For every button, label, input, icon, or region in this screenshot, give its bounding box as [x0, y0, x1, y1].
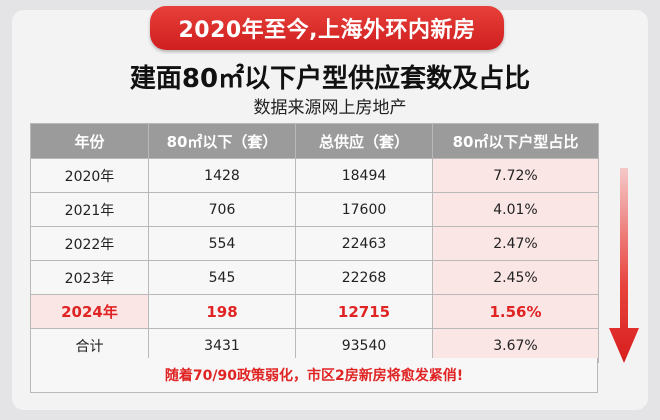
header-small-units: 80㎡以下（套） [148, 123, 296, 159]
cell-ratio: 2.47% [432, 226, 599, 261]
cell-ratio: 1.56% [432, 294, 599, 329]
cell-ratio: 7.72% [432, 158, 599, 193]
cell-small-units: 3431 [148, 328, 296, 363]
cell-small-units: 545 [148, 260, 296, 295]
cell-year: 合计 [30, 328, 149, 363]
cell-total-supply: 93540 [295, 328, 433, 363]
data-source: 数据来源网上房地产 [253, 98, 407, 118]
cell-ratio: 4.01% [432, 192, 599, 227]
cell-ratio: 3.67% [432, 328, 599, 363]
cell-ratio: 2.45% [432, 260, 599, 295]
cell-year: 2020年 [30, 158, 149, 193]
table-row: 2021年 706 17600 4.01% [30, 192, 599, 227]
table-header-row: 年份 80㎡以下（套） 总供应（套） 80㎡以下户型占比 [30, 123, 599, 159]
header-year: 年份 [30, 123, 149, 159]
cell-total-supply: 18494 [295, 158, 433, 193]
page-title: 建面80㎡以下户型供应套数及占比 [129, 64, 531, 94]
header-ratio: 80㎡以下户型占比 [432, 123, 599, 159]
banner: 2020年至今,上海外环内新房 [150, 6, 504, 50]
cell-total-supply: 17600 [295, 192, 433, 227]
cell-year: 2021年 [30, 192, 149, 227]
table-row: 2023年 545 22268 2.45% [30, 260, 599, 295]
cell-year: 2024年 [30, 294, 149, 329]
cell-small-units: 1428 [148, 158, 296, 193]
cell-year: 2023年 [30, 260, 149, 295]
cell-small-units: 198 [148, 294, 296, 329]
footnote: 随着70/90政策弱化，市区2房新房将愈发紧俏! [30, 358, 598, 393]
cell-total-supply: 22268 [295, 260, 433, 295]
table-row-total: 合计 3431 93540 3.67% [30, 328, 599, 363]
supply-table: 年份 80㎡以下（套） 总供应（套） 80㎡以下户型占比 2020年 1428 … [30, 123, 599, 363]
table-row: 2022年 554 22463 2.47% [30, 226, 599, 261]
down-arrow-icon [609, 168, 639, 363]
cell-total-supply: 22463 [295, 226, 433, 261]
table-row: 2020年 1428 18494 7.72% [30, 158, 599, 193]
cell-year: 2022年 [30, 226, 149, 261]
cell-small-units: 554 [148, 226, 296, 261]
cell-small-units: 706 [148, 192, 296, 227]
header-total-supply: 总供应（套） [295, 123, 433, 159]
table-row-highlight: 2024年 198 12715 1.56% [30, 294, 599, 329]
cell-total-supply: 12715 [295, 294, 433, 329]
